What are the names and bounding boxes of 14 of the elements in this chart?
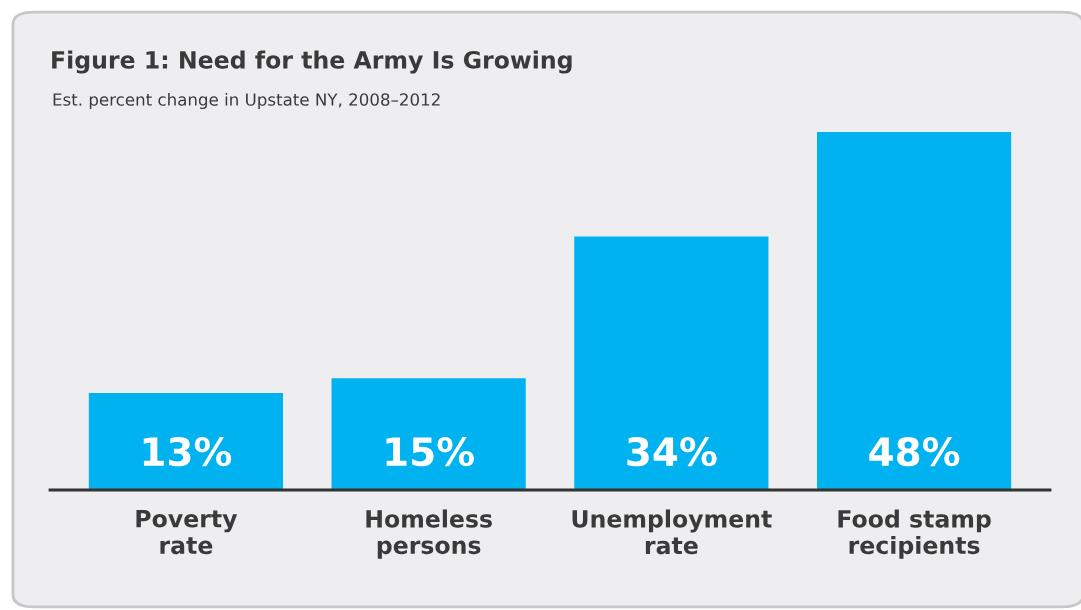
bar — [816, 132, 1012, 490]
data-label: 13% — [143, 436, 232, 467]
chart-subtitle: Est. percent change in Upstate NY, 2008–2012 — [53, 92, 440, 110]
data-label: 15% — [386, 436, 474, 467]
chart-title: Figure 1: Need for the Army Is Growing — [52, 50, 572, 74]
bar — [88, 393, 284, 490]
bar — [331, 378, 526, 490]
x-tick-label: Food stamp recipients — [838, 509, 991, 559]
x-tick-label: Unemployment rate — [572, 509, 772, 555]
data-label: 34% — [627, 436, 717, 467]
bar — [574, 236, 769, 490]
x-tick-label: Poverty rate — [136, 509, 238, 555]
data-label: 48% — [869, 436, 960, 467]
x-tick-label: Homeless persons — [366, 509, 492, 559]
